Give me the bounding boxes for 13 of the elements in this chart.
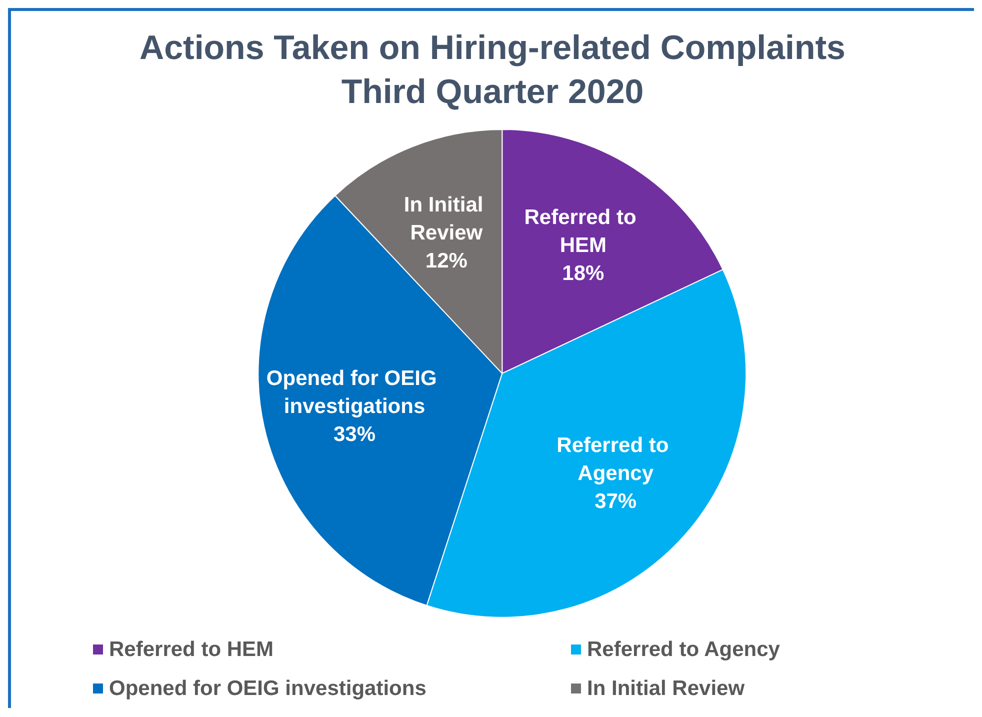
legend-label: Referred to HEM	[109, 638, 274, 661]
legend-label: Referred to Agency	[587, 638, 780, 661]
chart-title: Actions Taken on Hiring-related Complaints Third Quarter 2020	[140, 29, 846, 111]
data-label: 33%	[334, 422, 376, 446]
data-label: 37%	[594, 490, 637, 513]
legend-label: In Initial Review	[587, 677, 746, 700]
legend-label: Opened for OEIG investigations	[109, 677, 426, 700]
data-label: 18%	[562, 262, 605, 286]
slice-label: Referred to HEM	[524, 206, 642, 258]
slice-label: Referred to Agency	[556, 434, 675, 485]
data-label: 12%	[425, 249, 468, 272]
slice-label: Opened for OEIG investigations	[266, 366, 443, 418]
slice-label: In Initial Review	[404, 193, 490, 244]
